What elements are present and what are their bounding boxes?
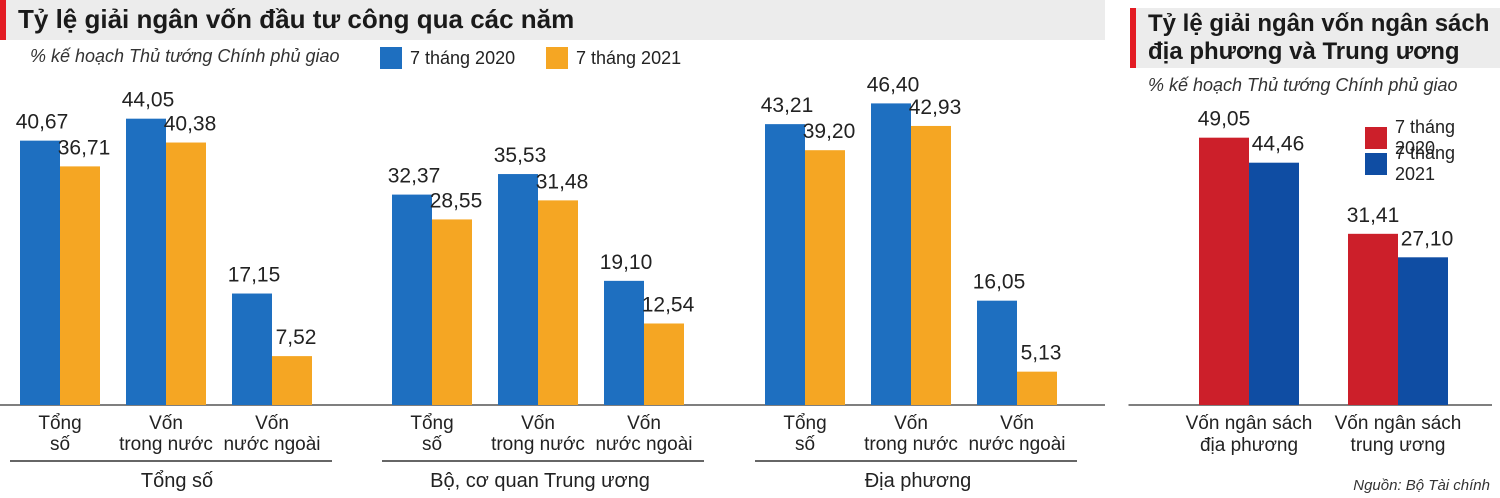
data-label-2020: 43,21 <box>761 94 814 117</box>
data-label-2020: 44,05 <box>122 89 175 112</box>
data-label-2021: 40,38 <box>164 113 217 136</box>
bar-2021 <box>644 323 684 405</box>
data-label-2021: 7,52 <box>276 326 317 349</box>
bar-2021 <box>538 200 578 405</box>
category-label-line-2: số <box>422 434 443 455</box>
legend-item-2021: 7 tháng 2021 <box>546 47 681 69</box>
data-label-2021: 31,48 <box>536 170 589 193</box>
bar-2020 <box>765 124 805 405</box>
data-label-2021: 39,20 <box>803 120 856 143</box>
data-label-2020: 40,67 <box>16 111 69 134</box>
right-chart-title-line-1: Tỷ lệ giải ngân vốn ngân sách <box>1148 10 1490 37</box>
category-label-line-1: Tổng <box>410 413 453 434</box>
right-category-label-line-2: trung ương <box>1351 435 1446 456</box>
category-label-line-1: Vốn <box>627 413 661 434</box>
category-label-line-2: trong nước <box>119 434 213 455</box>
category-label-line-1: Vốn <box>894 413 928 434</box>
bar-2020 <box>232 293 272 405</box>
right-bar-2020 <box>1348 233 1398 405</box>
data-label-2020: 32,37 <box>388 165 441 188</box>
category-label-line-2: trong nước <box>864 434 958 455</box>
category-label-line-2: nước ngoài <box>595 434 692 455</box>
category-label-line-1: Vốn <box>1000 413 1034 434</box>
right-chart-title-line-2: địa phương và Trung ương <box>1148 38 1460 65</box>
category-label-line-2: nước ngoài <box>223 434 320 455</box>
data-label-2021: 5,13 <box>1021 342 1062 365</box>
category-label-line-2: số <box>50 434 71 455</box>
bar-2021 <box>805 150 845 405</box>
bar-2020 <box>871 103 911 406</box>
bar-2021 <box>272 356 312 405</box>
category-label-line-2: trong nước <box>491 434 585 455</box>
legend-label-2021: 7 tháng 2021 <box>576 47 682 68</box>
right-legend-label-2020: 7 tháng 2020 <box>1394 117 1456 158</box>
bar-2021 <box>1017 371 1057 405</box>
right-legend-item-2021: 7 tháng 2021 <box>1365 143 1500 185</box>
category-label-line-1: Tổng <box>38 413 81 434</box>
category-label-line-2: số <box>795 434 816 455</box>
data-label-2021: 42,93 <box>909 96 962 119</box>
data-label-2020: 46,40 <box>867 73 920 96</box>
right-bar-2021 <box>1398 257 1448 405</box>
data-label-2020: 17,15 <box>228 264 281 287</box>
right-legend-label-2021: 7 tháng 2021 <box>1394 143 1456 184</box>
bar-2021 <box>60 166 100 405</box>
bar-2020 <box>977 300 1017 405</box>
right-category-label-line-1: Vốn ngân sách <box>1335 413 1462 434</box>
bar-2020 <box>392 194 432 405</box>
right-data-label-2020: 31,41 <box>1347 204 1400 227</box>
data-label-2020: 16,05 <box>973 271 1026 294</box>
right-legend-swatch-2020 <box>1365 127 1387 149</box>
bar-2020 <box>604 280 644 405</box>
data-label-2020: 19,10 <box>600 251 653 274</box>
left-chart-subtitle: % kế hoạch Thủ tướng Chính phủ giao <box>30 46 340 66</box>
data-label-2021: 28,55 <box>430 189 483 212</box>
category-label-line-2: nước ngoài <box>968 434 1065 455</box>
left-title-bar: Tỷ lệ giải ngân vốn đầu tư công qua các … <box>0 0 1105 40</box>
legend-swatch-2020 <box>380 47 402 69</box>
group-label: Địa phương <box>865 470 972 492</box>
right-data-label-2020: 49,05 <box>1198 108 1251 131</box>
bar-2020 <box>126 118 166 406</box>
category-label-line-1: Vốn <box>149 413 183 434</box>
source-note: Nguồn: Bộ Tài chính <box>1353 477 1490 494</box>
right-chart-panel: Tỷ lệ giải ngân vốn ngân sách địa phương… <box>1120 0 1500 498</box>
legend-swatch-2021 <box>546 47 568 69</box>
category-label-line-1: Vốn <box>521 413 555 434</box>
right-data-label-2021: 44,46 <box>1252 133 1305 156</box>
left-chart-panel: Tỷ lệ giải ngân vốn đầu tư công qua các … <box>0 0 1105 492</box>
left-chart-title: Tỷ lệ giải ngân vốn đầu tư công qua các … <box>18 4 575 34</box>
group-label: Tổng số <box>141 470 213 492</box>
right-bar-2020 <box>1199 137 1249 406</box>
right-data-label-2021: 27,10 <box>1401 227 1454 250</box>
right-bar-2021 <box>1249 162 1299 405</box>
data-label-2020: 35,53 <box>494 144 547 167</box>
bar-2020 <box>498 174 538 405</box>
right-legend-swatch-2021 <box>1365 153 1387 175</box>
right-legend-item-2020: 7 tháng 2020 <box>1365 117 1500 159</box>
right-chart-subtitle: % kế hoạch Thủ tướng Chính phủ giao <box>1148 75 1458 95</box>
category-label-line-1: Tổng <box>783 413 826 434</box>
bar-2021 <box>911 125 951 405</box>
data-label-2021: 36,71 <box>58 136 111 159</box>
right-category-label-line-2: địa phương <box>1200 435 1298 456</box>
bar-2021 <box>166 142 206 405</box>
bar-2020 <box>20 140 60 405</box>
bar-2021 <box>432 219 472 405</box>
legend-item-2020: 7 tháng 2020 <box>380 47 515 69</box>
group-label: Bộ, cơ quan Trung ương <box>430 470 650 492</box>
legend-label-2020: 7 tháng 2020 <box>410 47 516 68</box>
right-category-label-line-1: Vốn ngân sách <box>1186 413 1313 434</box>
category-label-line-1: Vốn <box>255 413 289 434</box>
right-title-bar: Tỷ lệ giải ngân vốn ngân sách địa phương… <box>1130 8 1500 68</box>
data-label-2021: 12,54 <box>642 293 695 316</box>
